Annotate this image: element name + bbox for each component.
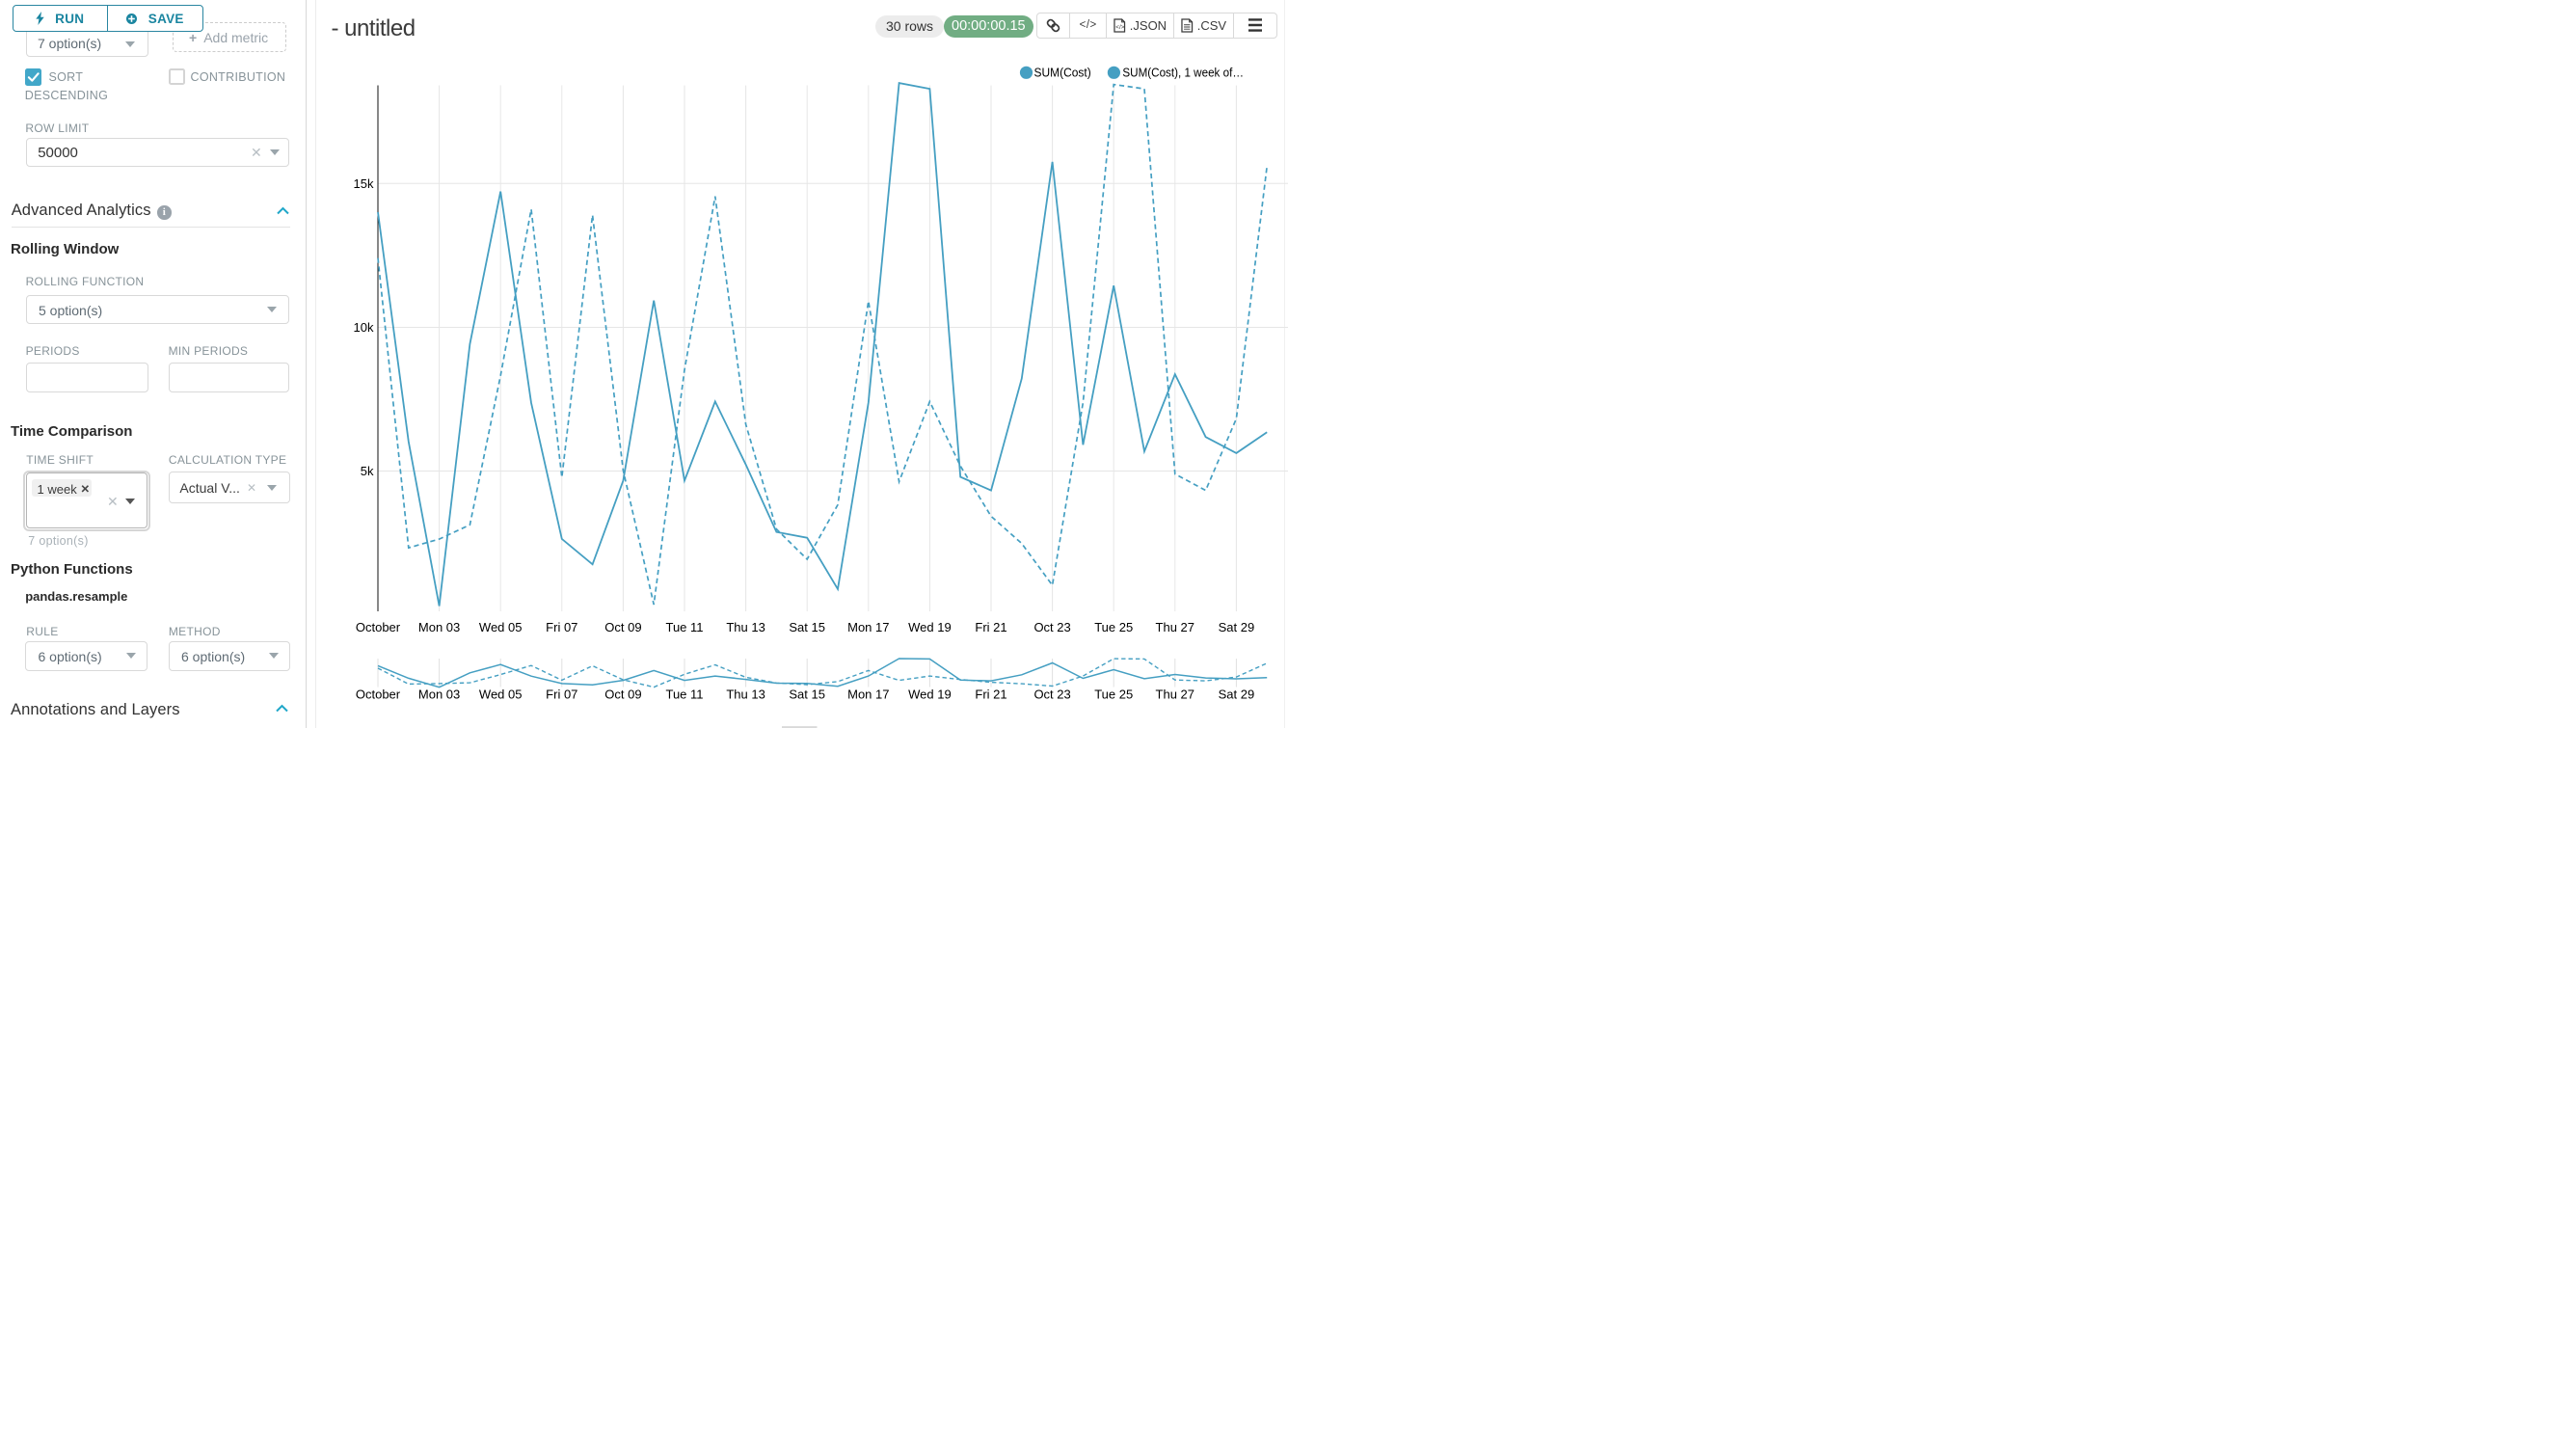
- svg-text:Wed 05: Wed 05: [479, 620, 523, 634]
- svg-text:Sat 15: Sat 15: [789, 688, 825, 702]
- svg-text:Thu 13: Thu 13: [726, 688, 765, 702]
- svg-text:Wed 19: Wed 19: [908, 620, 952, 634]
- svg-text:Mon 03: Mon 03: [418, 688, 460, 702]
- svg-text:Sat 29: Sat 29: [1219, 620, 1255, 634]
- svg-text:Mon 17: Mon 17: [847, 688, 889, 702]
- svg-text:Wed 19: Wed 19: [908, 688, 952, 702]
- svg-text:SUM(Cost), 1 week of…: SUM(Cost), 1 week of…: [1122, 67, 1244, 80]
- svg-text:</>: </>: [1116, 24, 1125, 31]
- svg-text:Tue 11: Tue 11: [665, 688, 703, 702]
- svg-text:Sat 29: Sat 29: [1219, 688, 1255, 702]
- svg-text:5k: 5k: [361, 464, 374, 478]
- svg-text:Oct 23: Oct 23: [1033, 620, 1070, 634]
- svg-text:Mon 17: Mon 17: [847, 620, 889, 634]
- svg-text:Tue 25: Tue 25: [1094, 688, 1133, 702]
- svg-text:October: October: [356, 620, 401, 634]
- svg-text:Thu 13: Thu 13: [726, 620, 765, 634]
- svg-text:October: October: [356, 688, 401, 702]
- svg-text:Mon 03: Mon 03: [418, 620, 460, 634]
- svg-text:Fri 21: Fri 21: [975, 620, 1006, 634]
- svg-text:Thu 27: Thu 27: [1156, 620, 1194, 634]
- svg-text:Fri 07: Fri 07: [546, 620, 577, 634]
- svg-text:Oct 09: Oct 09: [604, 688, 641, 702]
- svg-text:Fri 21: Fri 21: [975, 688, 1006, 702]
- svg-text:Oct 09: Oct 09: [604, 620, 641, 634]
- svg-text:Sat 15: Sat 15: [789, 620, 825, 634]
- svg-text:Fri 07: Fri 07: [546, 688, 577, 702]
- svg-text:Tue 11: Tue 11: [665, 620, 703, 634]
- svg-text:Oct 23: Oct 23: [1033, 688, 1070, 702]
- svg-text:SUM(Cost): SUM(Cost): [1034, 67, 1091, 80]
- svg-text:Thu 27: Thu 27: [1156, 688, 1194, 702]
- svg-text:Wed 05: Wed 05: [479, 688, 523, 702]
- svg-text:15k: 15k: [354, 176, 374, 191]
- svg-text:10k: 10k: [354, 320, 374, 335]
- svg-text:Tue 25: Tue 25: [1094, 620, 1133, 634]
